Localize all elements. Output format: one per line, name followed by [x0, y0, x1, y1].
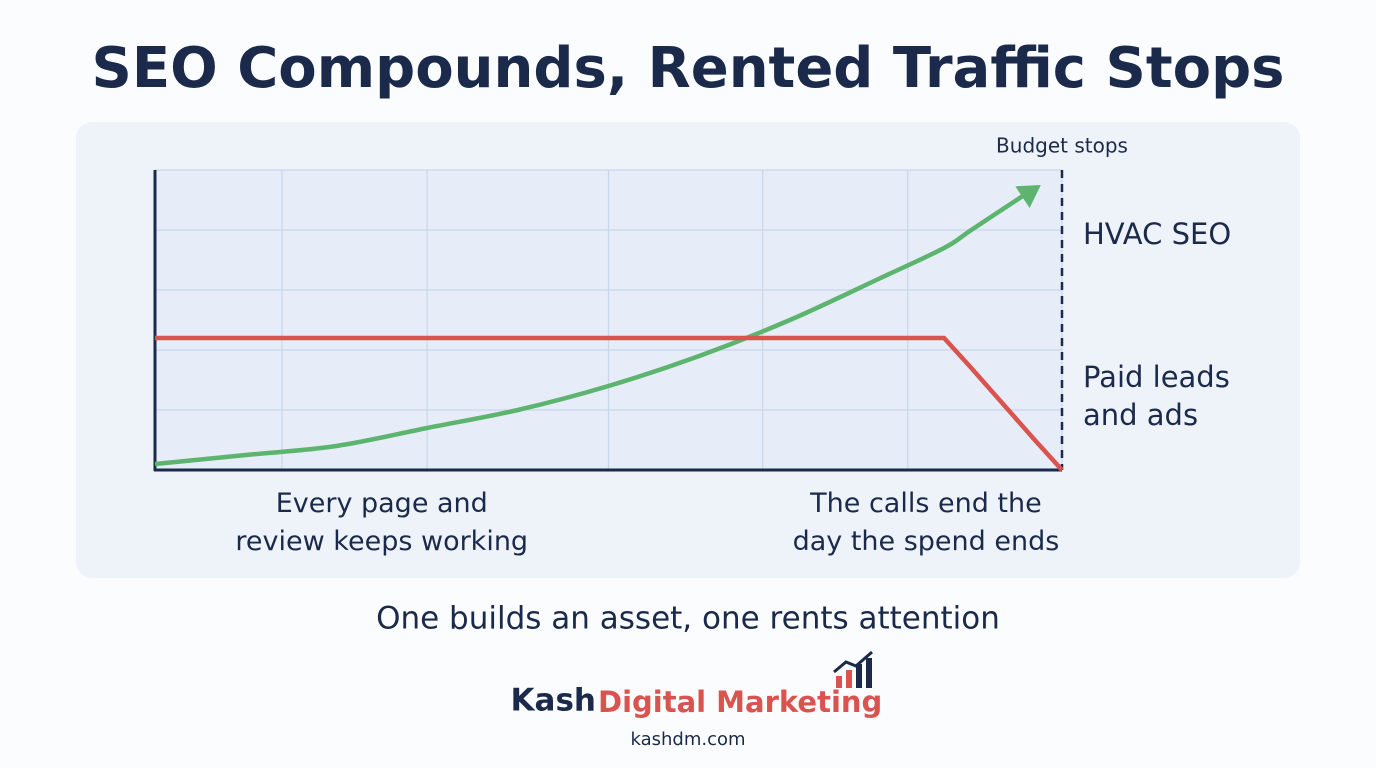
brand-url: kashdm.com [630, 729, 745, 750]
brand-accent: Digital Marketing [598, 685, 882, 719]
series-line [154, 186, 1037, 467]
brand-name: Kash [511, 683, 596, 719]
budget-stop-label: Budget stops [996, 134, 1128, 158]
series-line [155, 335, 1064, 472]
subtitle: One builds an asset, one rents attention [376, 601, 1000, 637]
legend-label: Paid leads and ads [1083, 360, 1230, 432]
legend-label: HVAC SEO [1083, 217, 1231, 251]
annotation: The calls end the day the spend ends [793, 488, 1060, 557]
logo-icon [833, 650, 873, 688]
arrow-head [1015, 185, 1041, 208]
annotation: Every page and review keeps working [235, 488, 528, 557]
chart-title: SEO Compounds, Rented Traffic Stops [92, 36, 1285, 101]
